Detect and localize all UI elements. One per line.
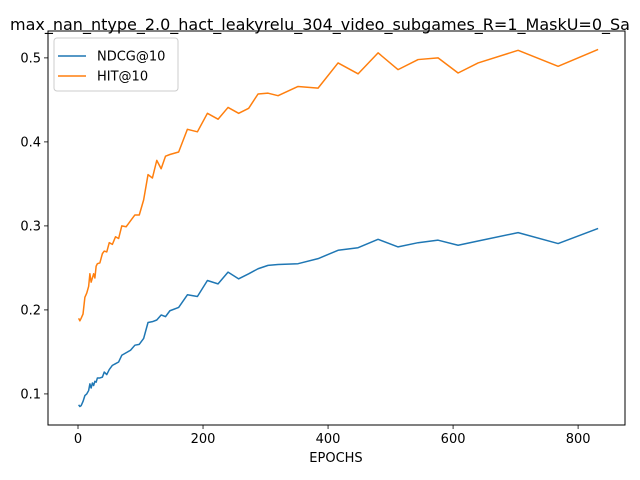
legend-box	[53, 37, 179, 92]
y-tick-label: 0.1	[20, 387, 41, 402]
x-tick-label: 800	[566, 432, 591, 447]
x-tick-label: 600	[441, 432, 466, 447]
series-line-2	[77, 48, 599, 322]
axes-frame	[47, 30, 626, 426]
x-axis-ticks: 0 200 400 600 800	[74, 425, 591, 447]
x-axis-label: EPOCHS	[309, 451, 362, 466]
y-tick-label: 0.3	[20, 219, 41, 234]
y-axis-ticks: 0.1 0.2 0.3 0.4 0.5	[20, 51, 48, 402]
legend-label-1: NDCG@10	[97, 50, 165, 65]
y-tick-label: 0.2	[20, 303, 41, 318]
y-tick-label: 0.5	[20, 51, 41, 66]
x-tick-label: 200	[191, 432, 216, 447]
legend: NDCG@10 HIT@10	[53, 37, 179, 92]
x-tick-label: 0	[74, 432, 82, 447]
legend-label-2: HIT@10	[97, 70, 148, 85]
series-line-1	[78, 227, 599, 408]
x-tick-label: 400	[316, 432, 341, 447]
plot-area	[77, 48, 599, 408]
chart-title: max_nan_ntype_2.0_hact_leakyrelu_304_vid…	[10, 15, 630, 35]
y-tick-label: 0.4	[20, 135, 41, 150]
